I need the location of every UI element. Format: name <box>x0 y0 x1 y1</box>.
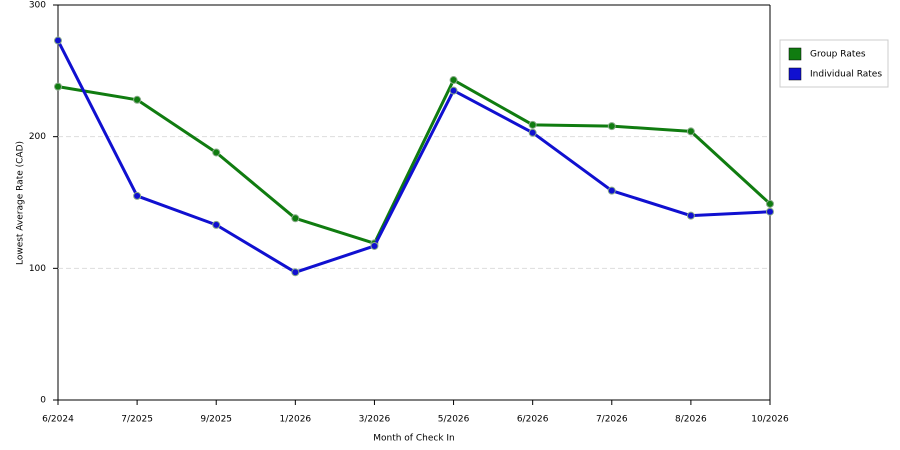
data-point <box>686 211 695 220</box>
data-point <box>370 241 379 250</box>
x-tick-label: 3/2026 <box>359 415 391 425</box>
data-point <box>133 95 142 104</box>
x-tick-label: 5/2026 <box>438 415 470 425</box>
series-line <box>57 78 772 245</box>
data-point <box>766 199 774 208</box>
x-tick-label: 8/2026 <box>675 415 707 425</box>
data-point <box>528 120 537 129</box>
x-tick-label: 9/2025 <box>200 415 232 425</box>
y-tick-label: 100 <box>29 264 46 274</box>
data-point <box>291 268 300 277</box>
series-line <box>56 39 771 274</box>
data-point <box>607 122 616 131</box>
x-tick-label: 1/2026 <box>279 415 311 425</box>
x-tick-label: 6/2024 <box>42 415 74 425</box>
data-point <box>133 191 142 200</box>
y-axis-label: Lowest Average Rate (CAD) <box>16 141 26 265</box>
data-point <box>607 186 616 195</box>
data-point <box>54 82 62 91</box>
legend-swatch <box>788 47 802 61</box>
legend-label: Group Rates <box>810 50 866 60</box>
data-point <box>449 86 458 95</box>
data-point <box>766 207 774 216</box>
data-point <box>212 148 221 157</box>
y-tick-label: 300 <box>29 1 46 11</box>
x-tick-label: 7/2025 <box>121 415 153 425</box>
data-point <box>212 220 221 229</box>
x-tick-label: 7/2026 <box>596 415 628 425</box>
x-tick-label: 6/2026 <box>517 415 549 425</box>
data-point <box>54 36 62 45</box>
y-tick-label: 200 <box>29 132 46 142</box>
data-point <box>291 214 300 223</box>
x-tick-label: 10/2026 <box>751 415 789 425</box>
data-point <box>449 76 458 85</box>
y-tick-label: 0 <box>40 396 46 406</box>
legend-swatch <box>788 67 802 81</box>
data-point <box>686 127 695 136</box>
data-point <box>528 128 537 137</box>
x-axis-label: Month of Check In <box>373 434 455 444</box>
legend-label: Individual Rates <box>810 70 882 80</box>
